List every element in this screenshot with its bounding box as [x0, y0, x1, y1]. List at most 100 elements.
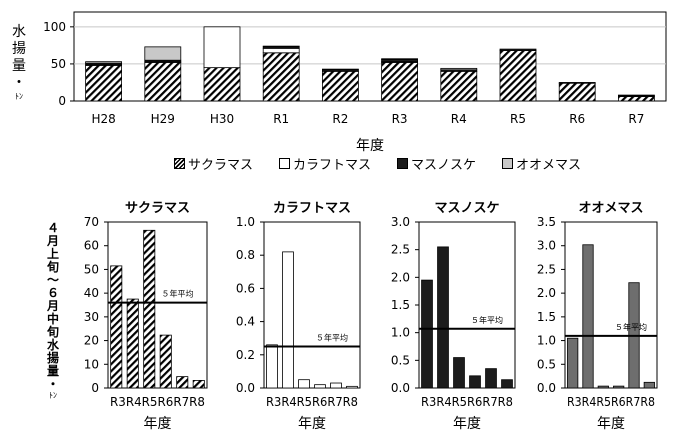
ylabel-char: 量 — [12, 58, 26, 74]
panel-ytick-label: 0.5 — [537, 357, 556, 371]
panel-bar — [143, 229, 156, 389]
top-bar-segment — [618, 94, 655, 97]
panel-ytick-label: 1.0 — [537, 334, 556, 348]
top-bar-segment — [618, 96, 655, 102]
top-bar-segment — [440, 70, 478, 102]
top-bar-segment — [262, 52, 300, 102]
ylabel-char: ・ — [47, 377, 60, 391]
ylabel-char: 水 — [12, 24, 26, 40]
legend-swatch-hatch — [174, 158, 185, 169]
legend-swatch-gray — [502, 158, 514, 169]
panel-xaxis-title: 年度 — [453, 416, 481, 432]
panel-title: サクラマス — [125, 201, 190, 216]
top-bar-segment — [440, 67, 478, 71]
panel-xaxis-title: 年度 — [144, 416, 172, 432]
ylabel-char: 水 — [47, 338, 60, 352]
panel-bar — [567, 337, 579, 389]
panel-ytick-label: 0.2 — [236, 348, 255, 362]
panel-ytick-label: 2.0 — [391, 270, 410, 284]
panel-ytick-label: 10 — [84, 357, 99, 371]
panel-ytick-label: 0 — [91, 381, 99, 395]
panel-xaxis-title: 年度 — [597, 416, 625, 432]
panel-plot-frame — [418, 221, 516, 389]
ylabel-char: 量 — [47, 364, 60, 378]
top-chart-ylabel: 水 揚 量 ・ ﾄﾝ — [12, 24, 26, 102]
top-xtick-label: R7 — [628, 112, 644, 126]
top-xtick-label: H28 — [91, 112, 115, 126]
top-xtick-label: R3 — [392, 112, 408, 126]
ylabel-char: ﾄﾝ — [15, 92, 23, 101]
top-ytick-label: 100 — [43, 20, 66, 34]
panel-bar — [437, 246, 449, 389]
panel-xaxis-title: 年度 — [298, 416, 326, 432]
panel-title: カラフトマス — [273, 201, 351, 216]
panel-ytick-label: 30 — [84, 310, 99, 324]
ylabel-char: ～ — [47, 273, 60, 287]
panel-ytick-label: 60 — [84, 239, 99, 253]
panel-bar — [159, 334, 172, 389]
panel-ytick-label: 0.5 — [391, 353, 410, 367]
panel-bar — [110, 265, 123, 389]
top-xtick-label: H29 — [151, 112, 175, 126]
panel-bar — [330, 382, 342, 389]
ylabel-char: 上 — [47, 247, 60, 261]
panel-bar — [582, 244, 594, 389]
top-xtick-label: R1 — [273, 112, 289, 126]
panel-ytick-label: 2.5 — [537, 262, 556, 276]
ylabel-char: ﾄﾝ — [49, 391, 57, 400]
panel-xtick-labels: R3R4R5R6R7R8 — [421, 395, 513, 409]
panel-ytick-label: 0.0 — [391, 381, 410, 395]
ylabel-char: 旬 — [47, 260, 60, 274]
panel-bar — [469, 375, 481, 389]
top-bar-segment — [203, 26, 241, 69]
ylabel-char: 月 — [47, 234, 60, 248]
top-bar-segment — [558, 82, 596, 84]
legend-item-karafutomasu: カラフトマス — [279, 154, 371, 173]
panel-ytick-label: 0.6 — [236, 281, 255, 295]
top-bar-segment — [203, 67, 241, 102]
panel-title: マスノスケ — [434, 201, 499, 216]
top-bar-segment — [262, 47, 300, 54]
panel-plot-frame — [107, 221, 208, 389]
panel-ytick-label: 3.5 — [537, 215, 556, 229]
panel-ytick-label: 3.0 — [537, 239, 556, 253]
top-bar-segment — [321, 68, 359, 71]
top-bar-segment — [321, 70, 359, 102]
top-xtick-label: R4 — [451, 112, 467, 126]
panel-ytick-label: 70 — [84, 215, 99, 229]
panel-ytick-label: 2.0 — [537, 286, 556, 300]
top-bar-segment — [85, 61, 122, 64]
panel-bar — [126, 298, 139, 389]
panel-plot-frame — [263, 221, 361, 389]
ylabel-char: 揚 — [12, 41, 26, 57]
panel-ytick-label: 0.4 — [236, 315, 255, 329]
panel-ytick-label: 0.8 — [236, 248, 255, 262]
panel-title: オオメマス — [578, 201, 643, 216]
top-bar-segment — [85, 65, 122, 102]
legend-item-oomemasu: オオメマス — [502, 154, 581, 173]
panel-bar — [282, 251, 294, 389]
ylabel-char: ４ — [47, 221, 60, 235]
legend-label: カラフトマス — [293, 158, 372, 173]
panel-ytick-label: 1.5 — [391, 298, 410, 312]
panel-ytick-label: 0.0 — [537, 381, 556, 395]
panel-bar — [485, 368, 497, 389]
top-bar-segment — [381, 58, 419, 60]
ylabel-char: 月 — [47, 299, 60, 313]
panel-bar — [192, 380, 205, 389]
panel-ytick-label: 0.0 — [236, 381, 255, 395]
top-xtick-label: R2 — [332, 112, 348, 126]
top-bar-segment — [144, 62, 182, 102]
panel-xtick-labels: R3R4R5R6R7R8 — [567, 395, 655, 409]
ylabel-char: ６ — [47, 286, 60, 300]
bottom-charts-ylabel: ４ 月 上 旬 ～ ６ 月 中 旬 水 揚 量 ・ ﾄﾝ — [47, 222, 59, 401]
panel-bar — [314, 384, 326, 389]
panel-average-label: ５年平均 — [316, 333, 348, 343]
panel-ytick-label: 20 — [84, 334, 99, 348]
top-ytick-label: 50 — [51, 57, 66, 71]
panel-average-label: ５年平均 — [162, 289, 194, 299]
panel-bar — [597, 385, 609, 389]
legend-item-sakuramasu: サクラマス — [174, 154, 253, 173]
panel-bar — [453, 357, 465, 389]
top-bar-segment — [144, 46, 182, 61]
